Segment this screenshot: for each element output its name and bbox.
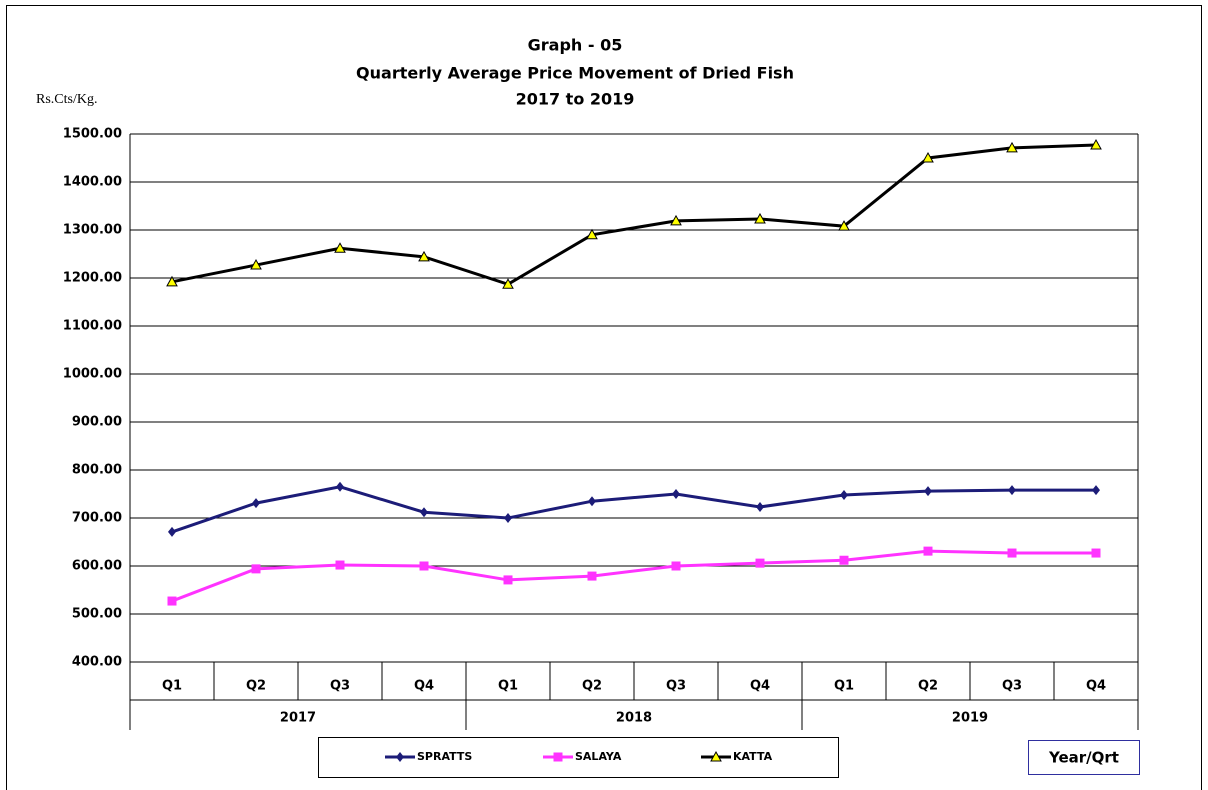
y-tick-label: 1400.00 (63, 175, 122, 190)
x-tick-label: Q3 (1002, 679, 1022, 694)
point (1090, 139, 1102, 150)
y-tick-label: 1200.00 (63, 271, 122, 286)
point (420, 507, 428, 518)
point (252, 498, 260, 509)
point (922, 151, 934, 163)
chart-border (6, 5, 1202, 790)
y-tick-label: 600.00 (72, 559, 122, 574)
y-tick-label: 800.00 (72, 463, 122, 478)
point (923, 546, 933, 556)
chart-period: 2017 to 2019 (516, 90, 635, 109)
point (502, 278, 514, 289)
y-tick-label: 1000.00 (63, 367, 122, 382)
x-tick-label: Q4 (414, 679, 434, 694)
point (924, 486, 932, 497)
x-tick-label: Q4 (750, 679, 770, 694)
x-tick-label: Q2 (582, 679, 602, 694)
x-group-label: 2019 (952, 711, 988, 726)
y-tick-label: 500.00 (72, 607, 122, 622)
legend-label: SALAYA (575, 750, 622, 763)
point (710, 750, 722, 762)
y-tick-label: 1100.00 (63, 319, 122, 334)
x-tick-label: Q3 (330, 679, 350, 694)
x-tick-label: Q1 (498, 679, 518, 694)
point (1092, 485, 1100, 496)
point (587, 571, 597, 581)
x-tick-label: Q1 (162, 679, 182, 694)
point (755, 558, 765, 568)
x-tick-label: Q3 (666, 679, 686, 694)
point (670, 214, 682, 226)
point (1091, 548, 1101, 558)
series-line (171, 549, 1096, 603)
point (671, 561, 681, 571)
point (553, 752, 563, 762)
point (250, 259, 262, 270)
point (335, 560, 345, 570)
y-tick-label: 1500.00 (63, 127, 122, 142)
chart-subtitle: Quarterly Average Price Movement of Drie… (356, 64, 794, 83)
point (396, 752, 404, 762)
x-group-label: 2018 (616, 711, 652, 726)
y-axis-label: Rs.Cts/Kg. (36, 92, 97, 107)
x-tick-label: Q1 (834, 679, 854, 694)
point (418, 250, 430, 262)
legend-label: SPRATTS (417, 750, 472, 763)
point (336, 481, 344, 492)
point (756, 501, 764, 512)
point (166, 275, 178, 287)
y-tick-label: 700.00 (72, 511, 122, 526)
x-group-label: 2017 (280, 711, 316, 726)
series-line (171, 143, 1097, 286)
y-tick-label: 900.00 (72, 415, 122, 430)
point (839, 555, 849, 565)
point (754, 212, 766, 224)
point (838, 220, 850, 231)
point (588, 496, 596, 507)
point (251, 564, 261, 574)
x-tick-label: Q4 (1086, 679, 1106, 694)
y-tick-label: 400.00 (72, 655, 122, 670)
chart-title: Graph - 05 (528, 36, 623, 55)
point (504, 513, 512, 523)
point (1006, 141, 1018, 153)
point (419, 561, 429, 571)
x-tick-label: Q2 (918, 679, 938, 694)
point (586, 228, 598, 240)
point (1008, 485, 1016, 496)
point (1007, 548, 1017, 558)
point (168, 526, 176, 537)
point (334, 242, 346, 253)
point (840, 489, 848, 500)
x-label-box (1028, 740, 1140, 775)
y-tick-label: 1300.00 (63, 223, 122, 238)
x-tick-label: Q2 (246, 679, 266, 694)
point (503, 575, 513, 585)
point (167, 596, 177, 606)
legend-label: KATTA (733, 750, 773, 763)
series-line (171, 485, 1096, 534)
x-axis-label: Year/Qrt (1048, 749, 1119, 767)
point (672, 489, 680, 499)
